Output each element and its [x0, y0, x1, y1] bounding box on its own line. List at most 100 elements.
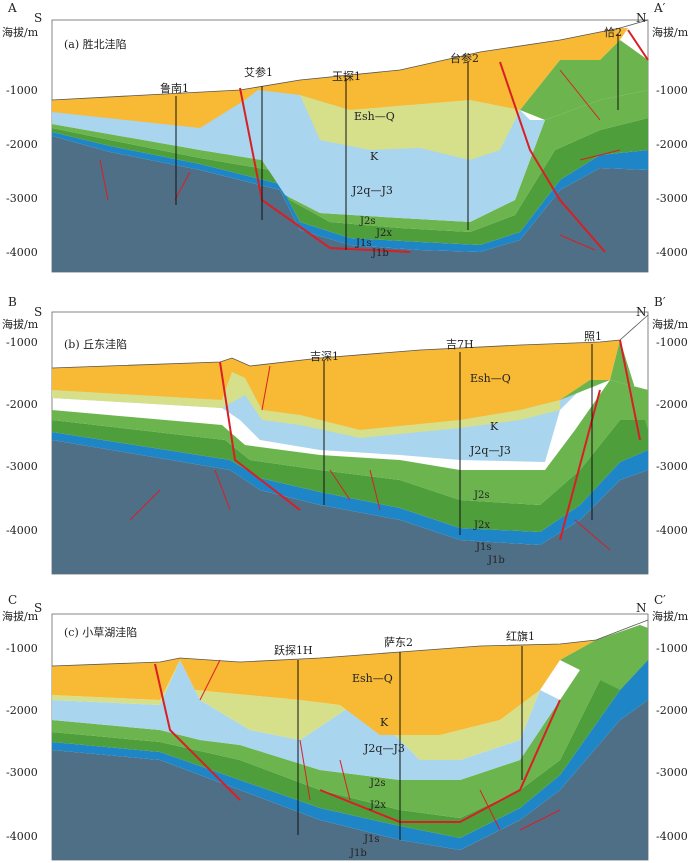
panel-b-axis-title-left: 海拔/m [2, 317, 39, 331]
panel-a-east-block [520, 40, 648, 120]
svg-text:-3000: -3000 [656, 460, 688, 473]
svg-text:-3000: -3000 [6, 766, 38, 779]
panel-a-wells [175, 34, 619, 250]
panel-c-base-layer [52, 700, 648, 860]
panel-a-well-4: 台参2 [450, 51, 479, 65]
panel-a-base-layer [52, 136, 648, 272]
panel-a-north: N [636, 11, 647, 25]
panel-c-unit-j1b: J1b [349, 848, 367, 859]
panel-a-south: S [34, 11, 42, 25]
panel-a-well-3: 玉探1 [332, 70, 361, 83]
panel-a-unit-js: J2s [359, 216, 376, 227]
svg-text:-1000: -1000 [6, 84, 38, 97]
panel-b-well-1: 吉深1 [310, 350, 339, 363]
panel-a-axis-title-right: 海拔/m [652, 25, 689, 39]
panel-c-title: (c) 小草湖洼陷 [64, 625, 137, 639]
panel-c-well-2: 萨东2 [384, 636, 413, 649]
svg-text:-3000: -3000 [6, 192, 38, 205]
panel-b-left-label: B [8, 295, 17, 309]
svg-text:-4000: -4000 [6, 524, 38, 537]
svg-text:-2000: -2000 [656, 704, 688, 717]
panel-b-unit-esh: Esh—Q [470, 372, 511, 385]
panel-a: A A′ S N 海拔/m 海拔/m (a) 胜北洼陷 -1000 -2000 … [2, 1, 689, 273]
panel-c-axis-title-right: 海拔/m [652, 609, 689, 623]
panel-a-unit-j1s: J1s [355, 238, 372, 249]
svg-text:-3000: -3000 [656, 192, 688, 205]
panel-b-unit-j1s: J1s [475, 542, 492, 553]
panel-b-north: N [636, 305, 647, 319]
panel-c-ticks-right: -1000 -2000 -3000 -4000 [656, 642, 688, 843]
svg-text:-2000: -2000 [6, 704, 38, 717]
svg-text:-4000: -4000 [656, 524, 688, 537]
panel-b-south: S [34, 305, 42, 319]
svg-text:-1000: -1000 [656, 84, 688, 97]
panel-b-unit-jx: J2x [473, 520, 490, 531]
svg-text:-2000: -2000 [656, 398, 688, 411]
panel-b-well-3: 照1 [584, 330, 602, 343]
panel-b-faults [129, 339, 641, 551]
panel-b-wells [323, 344, 593, 535]
panel-c-surface-line [51, 619, 649, 667]
svg-text:-2000: -2000 [6, 138, 38, 151]
panel-a-faults [99, 29, 649, 253]
panel-b-well-2: 吉7H [446, 338, 474, 351]
svg-text:-4000: -4000 [6, 830, 38, 843]
svg-text:-3000: -3000 [6, 460, 38, 473]
panel-c-left-label: C [8, 593, 17, 607]
panel-a-unit-j1b: J1b [371, 248, 389, 259]
panel-b-jx-layer [52, 420, 648, 532]
panel-a-unit-jx: J2x [375, 228, 392, 239]
svg-text:-2000: -2000 [6, 398, 38, 411]
panel-b-unit-j1b: J1b [487, 555, 505, 566]
panel-b-unit-k: K [490, 420, 499, 433]
panel-c-ticks-left: -1000 -2000 -3000 -4000 [6, 642, 38, 843]
panel-c-faults [154, 659, 561, 831]
svg-text:-3000: -3000 [656, 766, 688, 779]
panel-c-js-layer [52, 625, 648, 818]
panel-c-unit-jq: J2q—J3 [363, 742, 405, 755]
panel-c-south: S [34, 601, 42, 615]
panel-a-well-1: 鲁南1 [160, 81, 189, 95]
svg-text:-4000: -4000 [656, 246, 688, 259]
panel-c-unit-jx: J2x [369, 800, 386, 811]
panel-a-axis-title-left: 海拔/m [2, 25, 39, 39]
panel-b-ticks-left: -1000 -2000 -3000 -4000 [6, 336, 38, 537]
panel-c-jx-layer [52, 650, 648, 838]
svg-text:-2000: -2000 [656, 138, 688, 151]
panel-a-unit-esh: Esh—Q [354, 110, 395, 123]
panel-a-k-layer [300, 95, 520, 160]
panel-b-surface-line [51, 314, 649, 369]
panel-a-ticks-left: -1000 -2000 -3000 -4000 [6, 84, 38, 259]
panel-c-well-1: 跃探1H [274, 643, 313, 657]
panel-c-north: N [636, 601, 647, 615]
panel-b-k-layer [52, 372, 560, 438]
panel-b-axis-title-right: 海拔/m [652, 317, 689, 331]
svg-text:-1000: -1000 [6, 642, 38, 655]
svg-text:-4000: -4000 [6, 246, 38, 259]
panel-b-unit-js: J2s [473, 490, 490, 501]
panel-b-jq-layer [52, 372, 590, 462]
panel-b-unit-jq: J2q—J3 [469, 444, 511, 457]
panel-c-right-label: C′ [654, 593, 666, 607]
panel-c-unit-j1s: J1s [363, 834, 380, 845]
panel-c-axis-title-left: 海拔/m [2, 609, 39, 623]
panel-a-well-5: 恰2 [604, 25, 622, 39]
svg-text:-1000: -1000 [6, 336, 38, 349]
panel-c-east-block [560, 625, 648, 690]
panel-c-esh-layer [52, 640, 596, 735]
panel-a-ticks-right: -1000 -2000 -3000 -4000 [656, 84, 688, 259]
panel-b-ticks-right: -1000 -2000 -3000 -4000 [656, 336, 688, 537]
panel-a-title: (a) 胜北洼陷 [64, 37, 127, 51]
svg-text:-1000: -1000 [656, 336, 688, 349]
panel-a-surface-line [51, 19, 649, 101]
panel-c-unit-k: K [380, 716, 389, 729]
panel-a-unit-jq: J2q—J3 [351, 184, 393, 197]
panel-c-unit-js: J2s [369, 778, 386, 789]
panel-c-unit-esh: Esh—Q [352, 672, 393, 685]
panel-c-wells [297, 646, 523, 840]
panel-c: C C′ S N 海拔/m 海拔/m (c) 小草湖洼陷 -1000 -2000… [2, 593, 689, 861]
panel-c-jq-layer [52, 660, 560, 780]
panel-a-esh-layer [52, 28, 628, 128]
svg-text:-1000: -1000 [656, 642, 688, 655]
